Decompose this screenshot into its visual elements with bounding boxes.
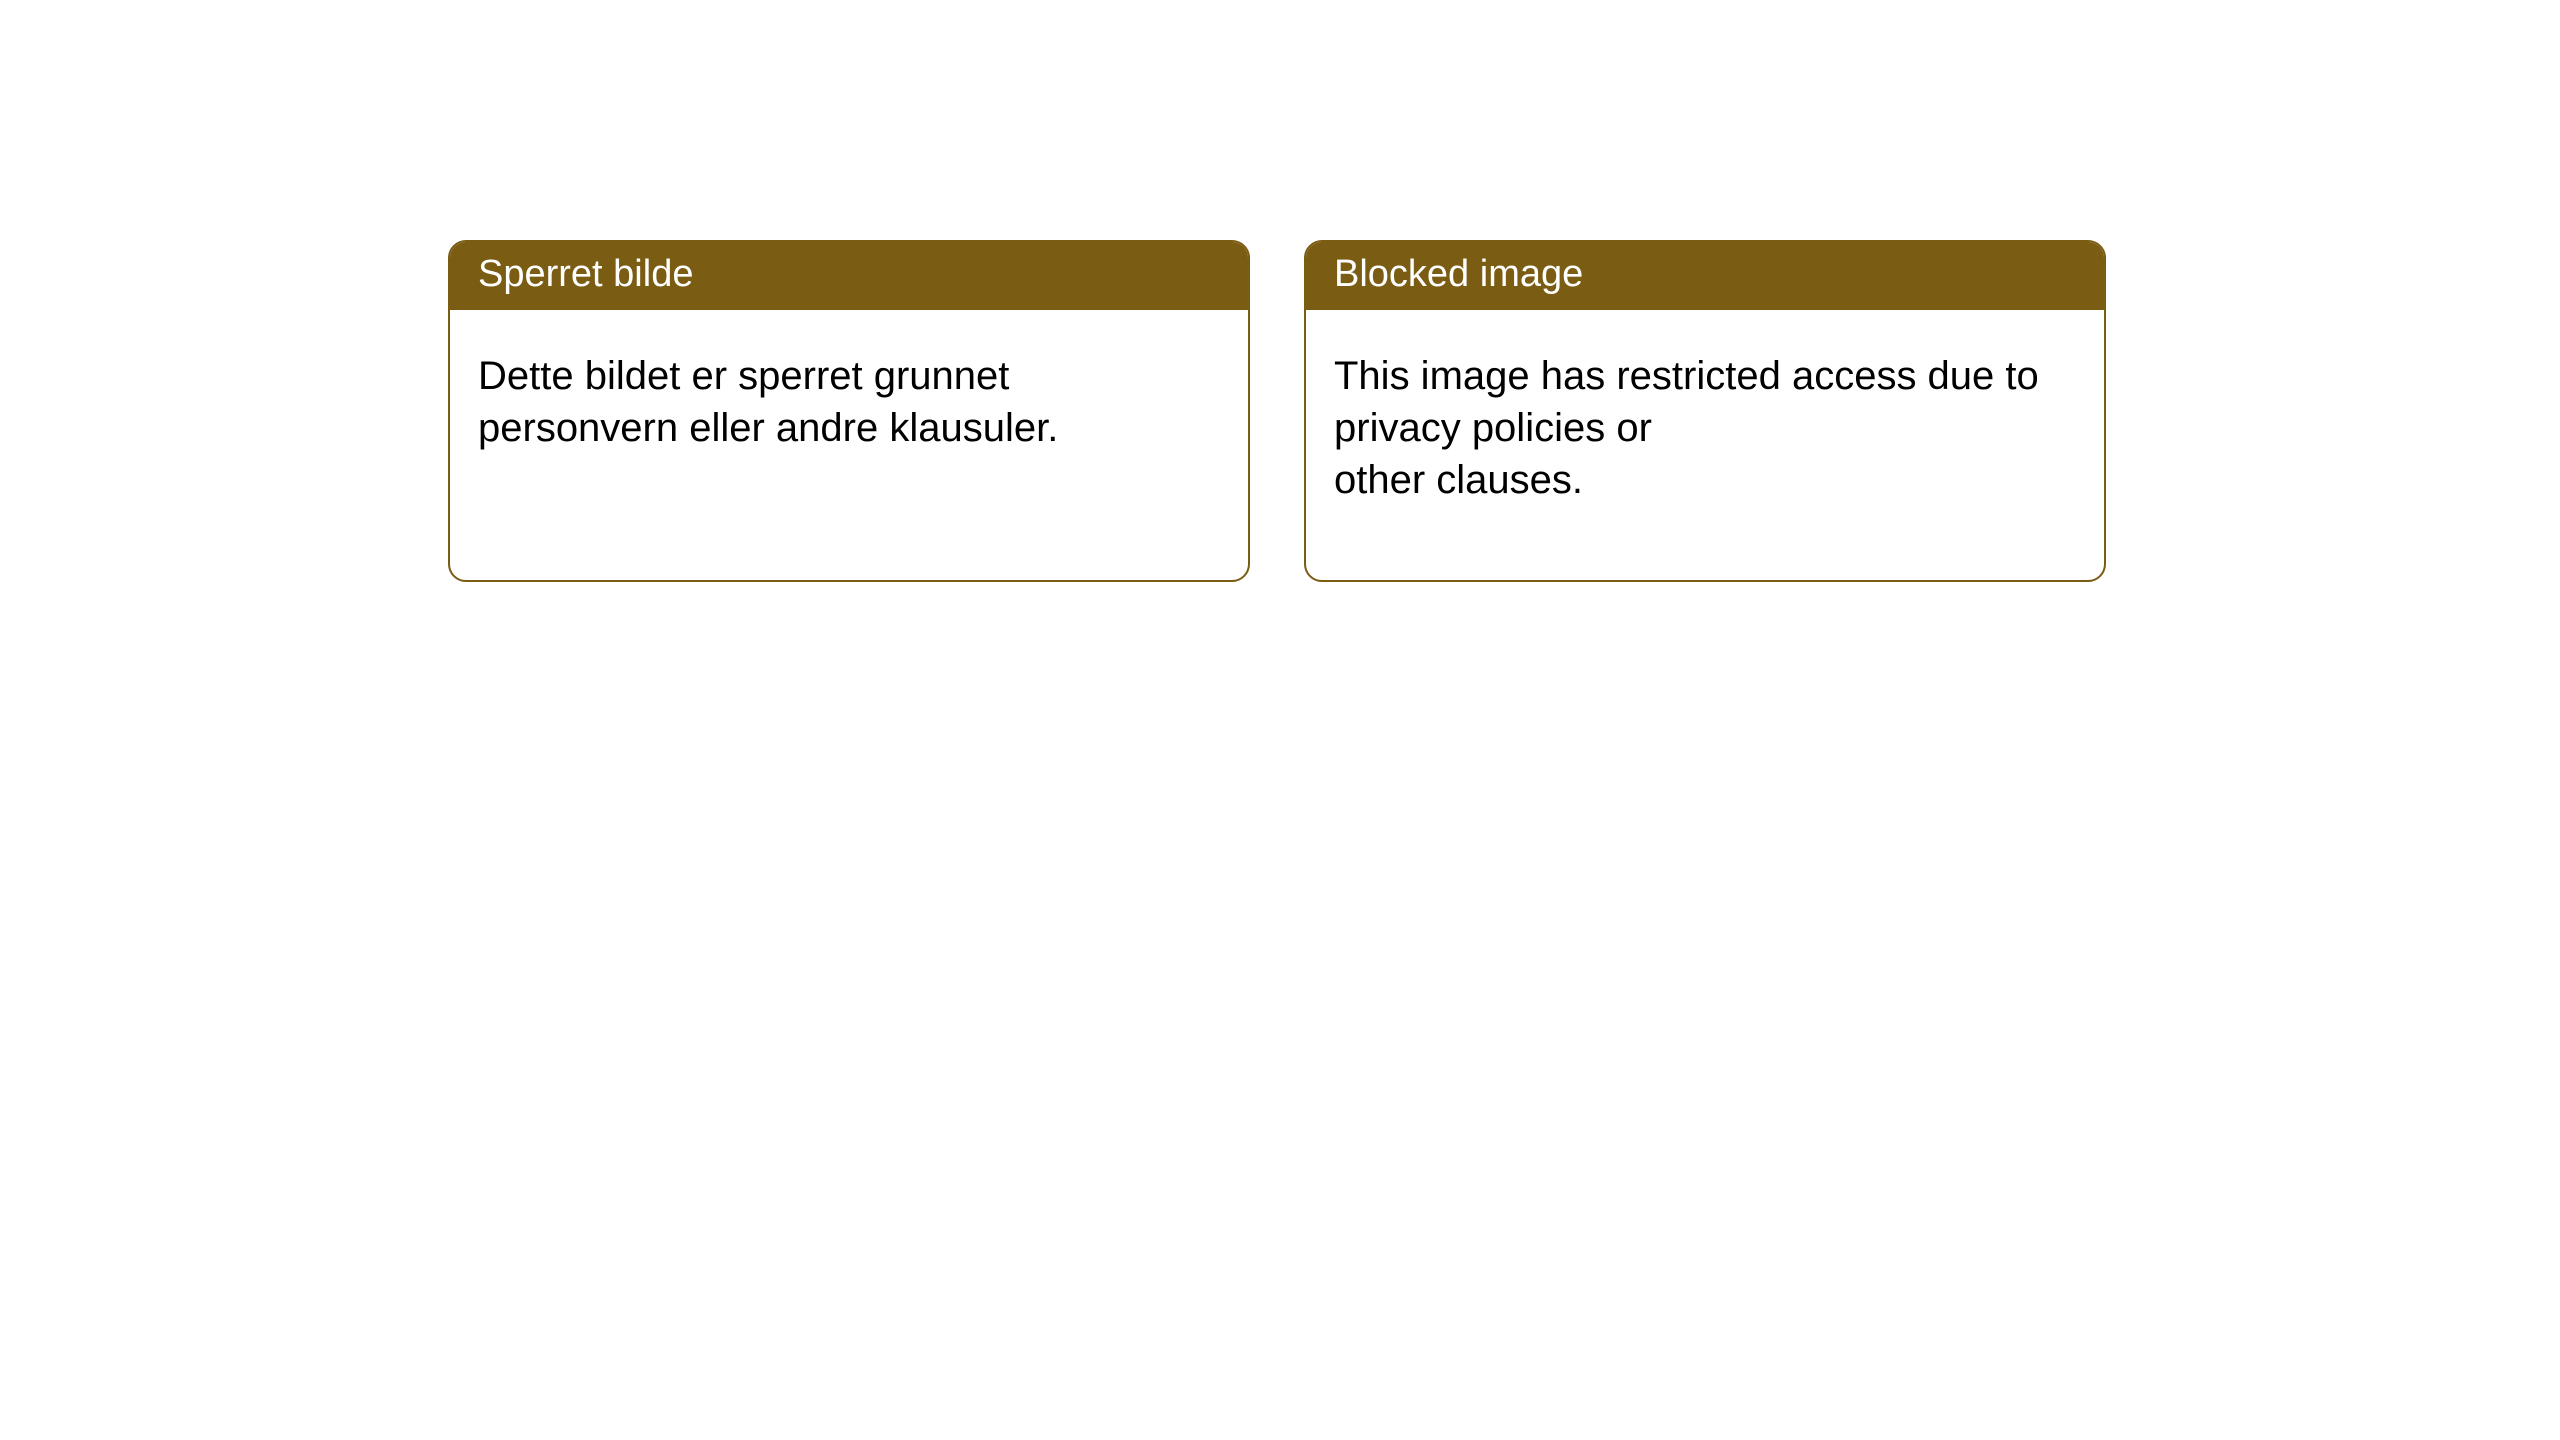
- notice-container: Sperret bilde Dette bildet er sperret gr…: [0, 0, 2560, 582]
- blocked-image-card-en: Blocked image This image has restricted …: [1304, 240, 2106, 582]
- card-body-no: Dette bildet er sperret grunnet personve…: [450, 310, 1248, 580]
- card-body-en: This image has restricted access due to …: [1306, 310, 2104, 580]
- blocked-image-card-no: Sperret bilde Dette bildet er sperret gr…: [448, 240, 1250, 582]
- card-header-en: Blocked image: [1306, 242, 2104, 310]
- card-header-no: Sperret bilde: [450, 242, 1248, 310]
